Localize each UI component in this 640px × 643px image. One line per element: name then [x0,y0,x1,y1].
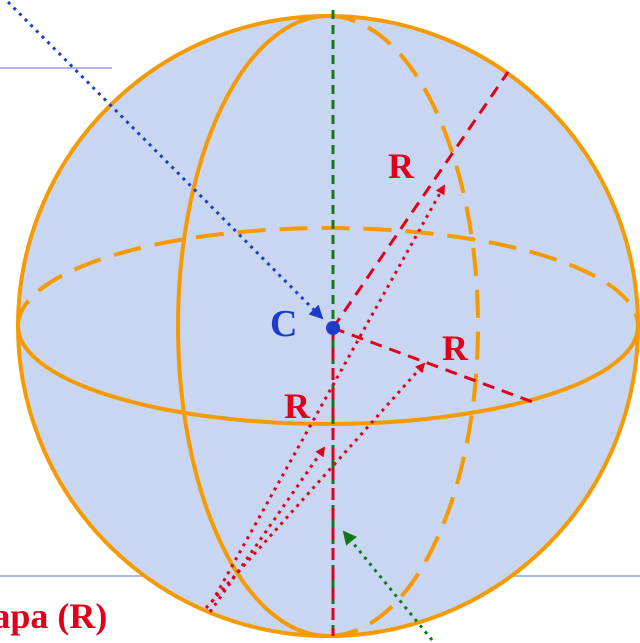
radius-label-upper: R [388,146,415,186]
radius-line-upper-right [331,71,510,329]
radius-line-right [332,326,539,406]
equator-front [16,325,640,426]
pointer-right-radius [204,362,426,609]
pointer-lower-radius [208,446,326,613]
caption-text: шара (R) [0,596,107,636]
center-label: C [270,303,297,345]
equator-back [16,226,640,327]
radius-label-right: R [442,328,469,368]
center-pointer [6,0,324,320]
radius-label-lower: R [284,386,311,426]
meridian-front [176,14,329,638]
center-point [326,321,340,335]
